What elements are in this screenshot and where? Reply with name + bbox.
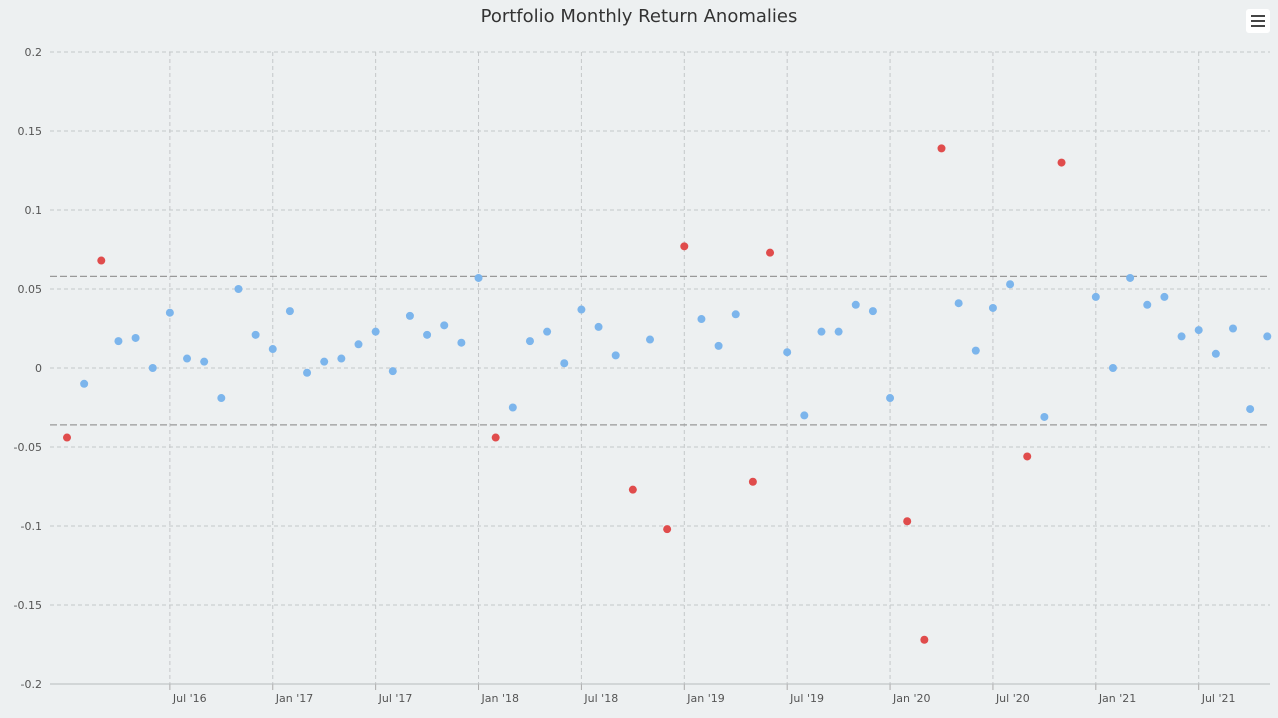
data-point xyxy=(1023,452,1032,461)
data-point xyxy=(491,433,500,442)
data-point xyxy=(1006,280,1015,289)
data-point xyxy=(1246,405,1255,414)
data-point xyxy=(80,379,89,388)
data-point xyxy=(525,337,534,346)
data-point xyxy=(697,315,706,324)
x-tick-label: Jul '17 xyxy=(378,692,413,705)
data-point xyxy=(285,307,294,316)
data-point xyxy=(63,433,71,442)
data-point xyxy=(714,341,723,350)
y-tick-label: 0.1 xyxy=(25,204,43,217)
data-point xyxy=(663,525,672,534)
data-point xyxy=(800,411,809,420)
data-point xyxy=(731,310,740,319)
data-point xyxy=(97,256,106,265)
y-tick-label: 0.05 xyxy=(18,283,43,296)
y-tick-label: 0.2 xyxy=(25,46,43,59)
data-point xyxy=(937,144,946,153)
data-point xyxy=(405,311,414,320)
x-tick-label: Jul '18 xyxy=(583,692,618,705)
data-point xyxy=(217,394,226,403)
y-tick-label: -0.05 xyxy=(14,441,42,454)
data-point xyxy=(131,333,140,342)
data-point xyxy=(748,477,757,486)
data-point xyxy=(474,273,483,282)
data-point xyxy=(920,635,929,644)
data-point xyxy=(903,517,912,526)
data-point xyxy=(628,485,637,494)
chart-menu-button[interactable] xyxy=(1246,9,1270,33)
data-point xyxy=(1091,292,1100,301)
data-point xyxy=(457,338,466,347)
y-tick-label: 0.15 xyxy=(18,125,43,138)
data-point xyxy=(1143,300,1152,309)
data-point xyxy=(1263,332,1272,341)
data-point xyxy=(1211,349,1220,358)
data-point xyxy=(817,327,826,336)
y-tick-label: -0.2 xyxy=(21,678,42,691)
x-tick-label: Jan '20 xyxy=(892,692,930,705)
data-point xyxy=(611,351,620,360)
data-point xyxy=(303,368,312,377)
data-point xyxy=(1177,332,1186,341)
data-point xyxy=(1126,273,1135,282)
data-point xyxy=(851,300,860,309)
data-point xyxy=(868,307,877,316)
data-point xyxy=(783,348,792,357)
data-point xyxy=(508,403,517,412)
x-tick-label: Jul '19 xyxy=(789,692,824,705)
data-point xyxy=(646,335,654,344)
x-tick-label: Jan '18 xyxy=(481,692,519,705)
y-tick-label: -0.15 xyxy=(14,599,42,612)
x-tick-label: Jan '21 xyxy=(1098,692,1136,705)
data-point xyxy=(1040,412,1049,421)
data-point xyxy=(200,357,209,366)
data-point xyxy=(954,299,963,308)
data-point xyxy=(183,354,192,363)
y-tick-label: 0 xyxy=(35,362,42,375)
data-point xyxy=(440,321,449,330)
data-point xyxy=(543,327,552,336)
data-point xyxy=(577,305,586,314)
hamburger-menu-icon xyxy=(1251,15,1265,17)
data-point xyxy=(234,285,243,293)
chart-title: Portfolio Monthly Return Anomalies xyxy=(480,6,798,27)
data-point xyxy=(354,340,363,349)
data-point xyxy=(988,303,997,312)
data-point xyxy=(886,394,895,403)
data-point xyxy=(148,364,157,372)
data-point xyxy=(388,367,397,376)
data-point xyxy=(1160,292,1169,301)
data-point xyxy=(251,330,260,339)
data-point xyxy=(594,322,603,331)
data-point xyxy=(337,354,346,363)
data-point xyxy=(114,337,123,346)
x-tick-label: Jan '17 xyxy=(275,692,313,705)
data-point xyxy=(560,359,569,368)
data-point xyxy=(423,330,432,339)
data-point xyxy=(1229,324,1237,333)
x-tick-label: Jul '21 xyxy=(1201,692,1236,705)
data-point xyxy=(971,346,980,355)
data-point xyxy=(766,248,775,257)
data-point xyxy=(1108,364,1117,372)
x-tick-label: Jul '16 xyxy=(172,692,207,705)
data-point xyxy=(371,327,380,336)
x-tick-label: Jul '20 xyxy=(995,692,1030,705)
data-point xyxy=(680,242,689,251)
data-point xyxy=(268,345,277,354)
data-point xyxy=(1057,158,1066,167)
x-tick-label: Jan '19 xyxy=(686,692,724,705)
data-point xyxy=(834,327,843,336)
data-point xyxy=(165,308,174,317)
y-tick-label: -0.1 xyxy=(21,520,42,533)
data-point xyxy=(1194,326,1203,335)
data-point xyxy=(320,357,329,366)
